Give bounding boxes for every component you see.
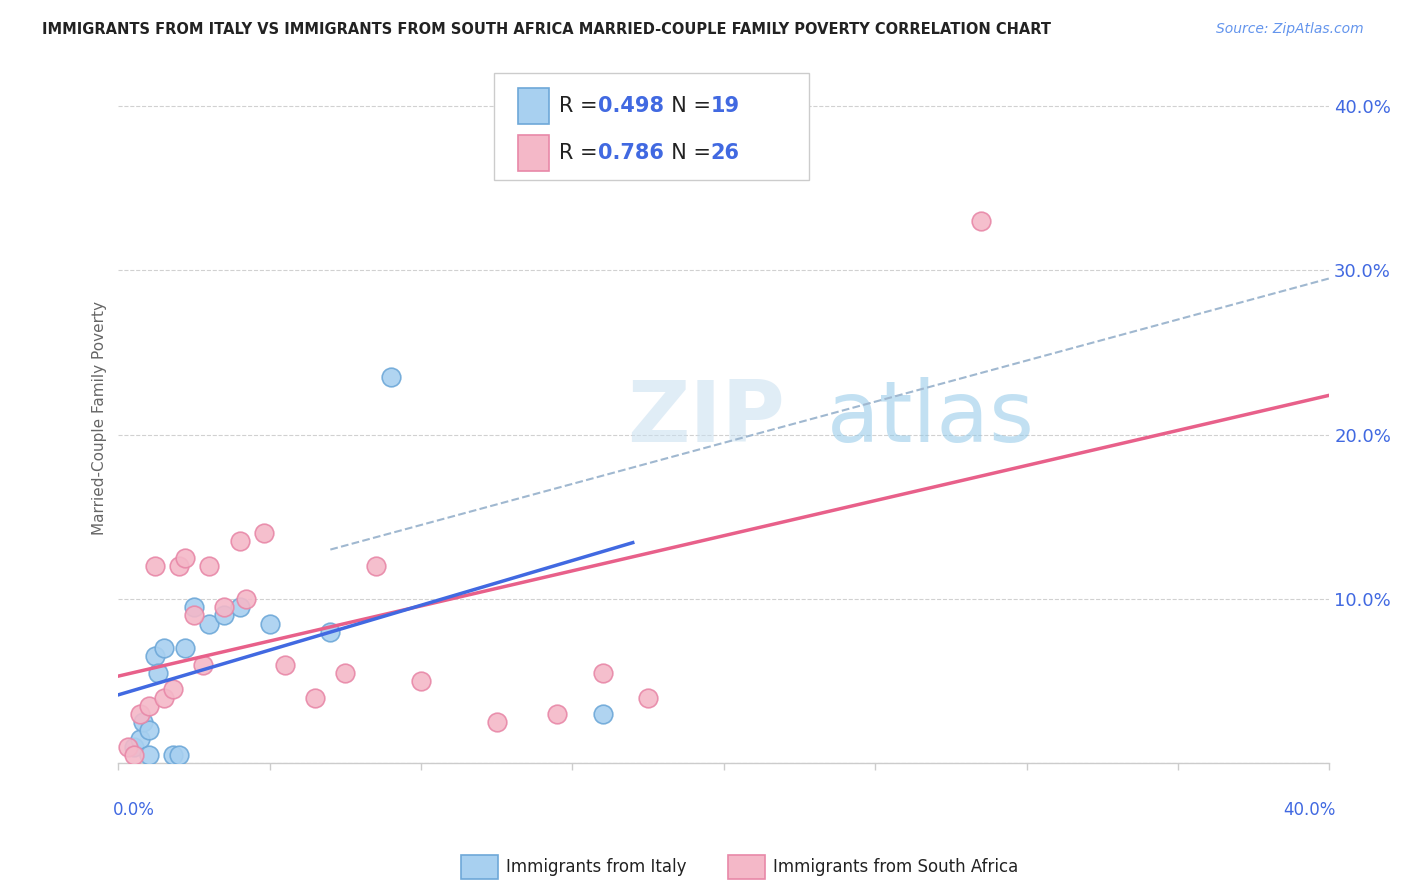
Point (228, 600, 250, 615)
Point (122, 747, 145, 762)
Point (546, 706, 568, 721)
Point (335, 665, 357, 680)
Point (138, 747, 160, 762)
Text: Immigrants from Italy: Immigrants from Italy (506, 858, 686, 876)
Point (592, 665, 614, 680)
Text: 40.0%: 40.0% (1282, 801, 1336, 819)
Point (228, 534, 250, 549)
Point (183, 608, 205, 623)
Point (167, 559, 190, 574)
Point (259, 616, 281, 631)
Point (128, 706, 150, 721)
Text: atlas: atlas (827, 376, 1035, 459)
FancyBboxPatch shape (517, 135, 550, 170)
Point (380, 370, 402, 384)
FancyBboxPatch shape (517, 88, 550, 124)
Point (214, 608, 236, 623)
Point (128, 731, 150, 746)
Text: IMMIGRANTS FROM ITALY VS IMMIGRANTS FROM SOUTH AFRICA MARRIED-COUPLE FAMILY POVE: IMMIGRANTS FROM ITALY VS IMMIGRANTS FROM… (42, 22, 1052, 37)
Text: 19: 19 (710, 96, 740, 116)
Text: 0.0%: 0.0% (112, 801, 155, 819)
Point (592, 706, 614, 721)
Text: N =: N = (658, 143, 718, 162)
Point (122, 739, 145, 754)
Point (411, 674, 433, 689)
Point (319, 624, 342, 639)
Point (304, 690, 326, 705)
Point (138, 698, 160, 713)
Point (970, 214, 993, 228)
Point (193, 657, 215, 672)
Point (235, 591, 257, 606)
Text: 0.498: 0.498 (598, 96, 664, 116)
Text: N =: N = (658, 96, 718, 116)
Point (146, 665, 169, 680)
Point (485, 715, 508, 730)
Text: 0.786: 0.786 (598, 143, 664, 162)
Point (214, 600, 236, 615)
Text: R =: R = (560, 96, 605, 116)
Point (117, 739, 139, 754)
Point (153, 690, 176, 705)
Point (174, 550, 197, 565)
Point (174, 641, 197, 656)
Point (253, 526, 276, 541)
Text: R =: R = (560, 143, 605, 162)
Point (162, 682, 184, 697)
Point (143, 559, 166, 574)
Text: Immigrants from South Africa: Immigrants from South Africa (773, 858, 1018, 876)
Point (198, 559, 221, 574)
Text: 26: 26 (710, 143, 740, 162)
Point (183, 600, 205, 615)
Point (131, 715, 153, 730)
Point (198, 616, 221, 631)
Text: Source: ZipAtlas.com: Source: ZipAtlas.com (1216, 22, 1364, 37)
Point (162, 747, 184, 762)
Point (274, 657, 297, 672)
Y-axis label: Married-Couple Family Poverty: Married-Couple Family Poverty (93, 301, 107, 535)
Text: ZIP: ZIP (627, 376, 785, 459)
Point (143, 649, 166, 664)
Point (364, 559, 387, 574)
Point (637, 690, 659, 705)
Point (167, 747, 190, 762)
FancyBboxPatch shape (494, 73, 808, 180)
Point (153, 641, 176, 656)
Point (138, 723, 160, 738)
